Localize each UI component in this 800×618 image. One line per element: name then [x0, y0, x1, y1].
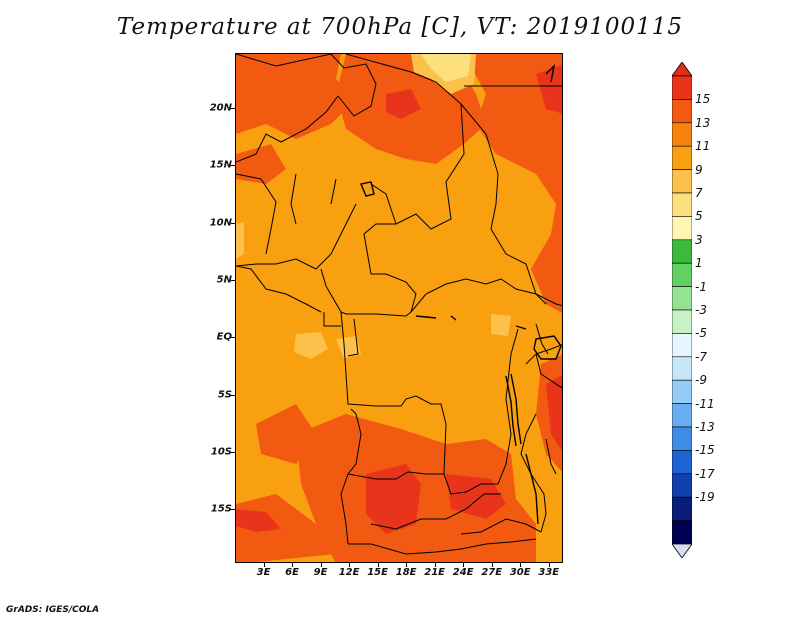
colorbar-under-triangle: [672, 543, 692, 558]
longitude-tick-label: 18E: [395, 567, 417, 578]
colorbar-tick-label: -17: [695, 466, 715, 481]
colorbar-bin: [672, 379, 692, 404]
colorbar-bin: [672, 169, 692, 194]
colorbar-tick-label: 1: [695, 256, 703, 271]
colorbar-bin: [672, 403, 692, 428]
colorbar-tick-label: -1: [695, 279, 707, 294]
colorbar-tick-label: 9: [695, 162, 703, 177]
latitude-tick-label: 20N: [209, 102, 232, 114]
longitude-tick-mark: [349, 563, 351, 567]
color-scale-bar: [672, 62, 692, 558]
colorbar-bin: [672, 122, 692, 147]
colorbar-bin: [672, 239, 692, 264]
latitude-tick-label: 15S: [210, 503, 232, 515]
colorbar-tick-label: 13: [695, 115, 711, 130]
latitude-tick-label: 15N: [209, 159, 232, 171]
colorbar-over-triangle: [672, 62, 692, 77]
colorbar-bin: [672, 309, 692, 334]
colorbar-bin: [672, 426, 692, 451]
colorbar-tick-label: 15: [695, 92, 711, 107]
longitude-tick-mark: [377, 563, 379, 567]
longitude-tick-label: 24E: [452, 567, 474, 578]
latitude-tick-label: 5N: [216, 274, 232, 286]
colorbar-tick-label: -19: [695, 490, 715, 505]
longitude-tick-mark: [434, 563, 436, 567]
colorbar-bin: [672, 192, 692, 217]
longitude-tick-mark: [320, 563, 322, 567]
latitude-tick-label: 5S: [217, 389, 232, 401]
longitude-tick-label: 27E: [481, 567, 503, 578]
latitude-tick-mark: [231, 451, 235, 453]
colorbar-bin: [672, 145, 692, 170]
latitude-tick-label: 10N: [209, 217, 232, 229]
longitude-tick-mark: [520, 563, 522, 567]
longitude-tick-label: 3E: [256, 567, 271, 578]
field-3-5-region: [421, 54, 471, 82]
colorbar-tick-label: -13: [695, 420, 715, 434]
colorbar-tick-label: -3: [695, 303, 707, 317]
latitude-tick-mark: [231, 279, 235, 281]
latitude-tick-label: 10S: [210, 446, 232, 458]
longitude-tick-label: 30E: [509, 567, 531, 578]
longitude-tick-label: 21E: [424, 567, 446, 578]
map-panel: [235, 53, 563, 563]
longitude-tick-label: 6E: [285, 567, 299, 578]
colorbar-tick-label: 5: [695, 209, 703, 224]
political-boundaries: [236, 54, 562, 555]
longitude-tick-label: 33E: [538, 567, 560, 578]
colorbar-bin: [672, 75, 692, 100]
colorbar-tick-label: -15: [695, 443, 715, 458]
field-13-15-regions: [236, 64, 562, 534]
footer-credit: GrADS: IGES/COLA: [6, 605, 100, 615]
longitude-tick-mark: [263, 563, 265, 567]
colorbar-tick-label: 11: [695, 139, 711, 154]
longitude-tick-label: 12E: [338, 567, 360, 578]
colorbar-tick-label: -7: [695, 349, 707, 364]
temperature-map: [236, 54, 562, 562]
latitude-tick-mark: [231, 222, 235, 224]
latitude-tick-mark: [231, 394, 235, 396]
longitude-tick-label: 15E: [367, 567, 388, 578]
colorbar-bin: [672, 520, 692, 545]
colorbar-bin: [672, 450, 692, 475]
colorbar-bin: [672, 99, 692, 124]
colorbar-tick-label: -9: [695, 373, 707, 388]
colorbar-bin: [672, 262, 692, 287]
latitude-tick-label: EQ: [216, 331, 232, 343]
colorbar-tick-label: 3: [695, 232, 703, 247]
longitude-tick-mark: [292, 563, 294, 567]
colorbar-tick-label: 7: [695, 186, 703, 200]
longitude-tick-mark: [548, 563, 550, 567]
latitude-tick-mark: [231, 165, 235, 167]
latitude-tick-mark: [231, 337, 235, 339]
colorbar-bin: [672, 496, 692, 521]
chart-title: Temperature at 700hPa [C], VT: 201910011…: [116, 14, 684, 40]
colorbar-bin: [672, 333, 692, 358]
latitude-tick-mark: [231, 509, 235, 511]
colorbar-bin: [672, 216, 692, 241]
longitude-tick-label: 9E: [313, 567, 328, 578]
colorbar-tick-label: -11: [695, 396, 715, 411]
colorbar-tick-label: -5: [695, 326, 707, 341]
colorbar-bin: [672, 473, 692, 498]
latitude-tick-mark: [231, 108, 235, 109]
longitude-tick-mark: [491, 563, 493, 567]
longitude-tick-mark: [406, 563, 408, 567]
colorbar-bin: [672, 356, 692, 381]
lakes: [360, 63, 562, 525]
colorbar-bin: [672, 286, 692, 311]
longitude-tick-mark: [463, 563, 465, 567]
